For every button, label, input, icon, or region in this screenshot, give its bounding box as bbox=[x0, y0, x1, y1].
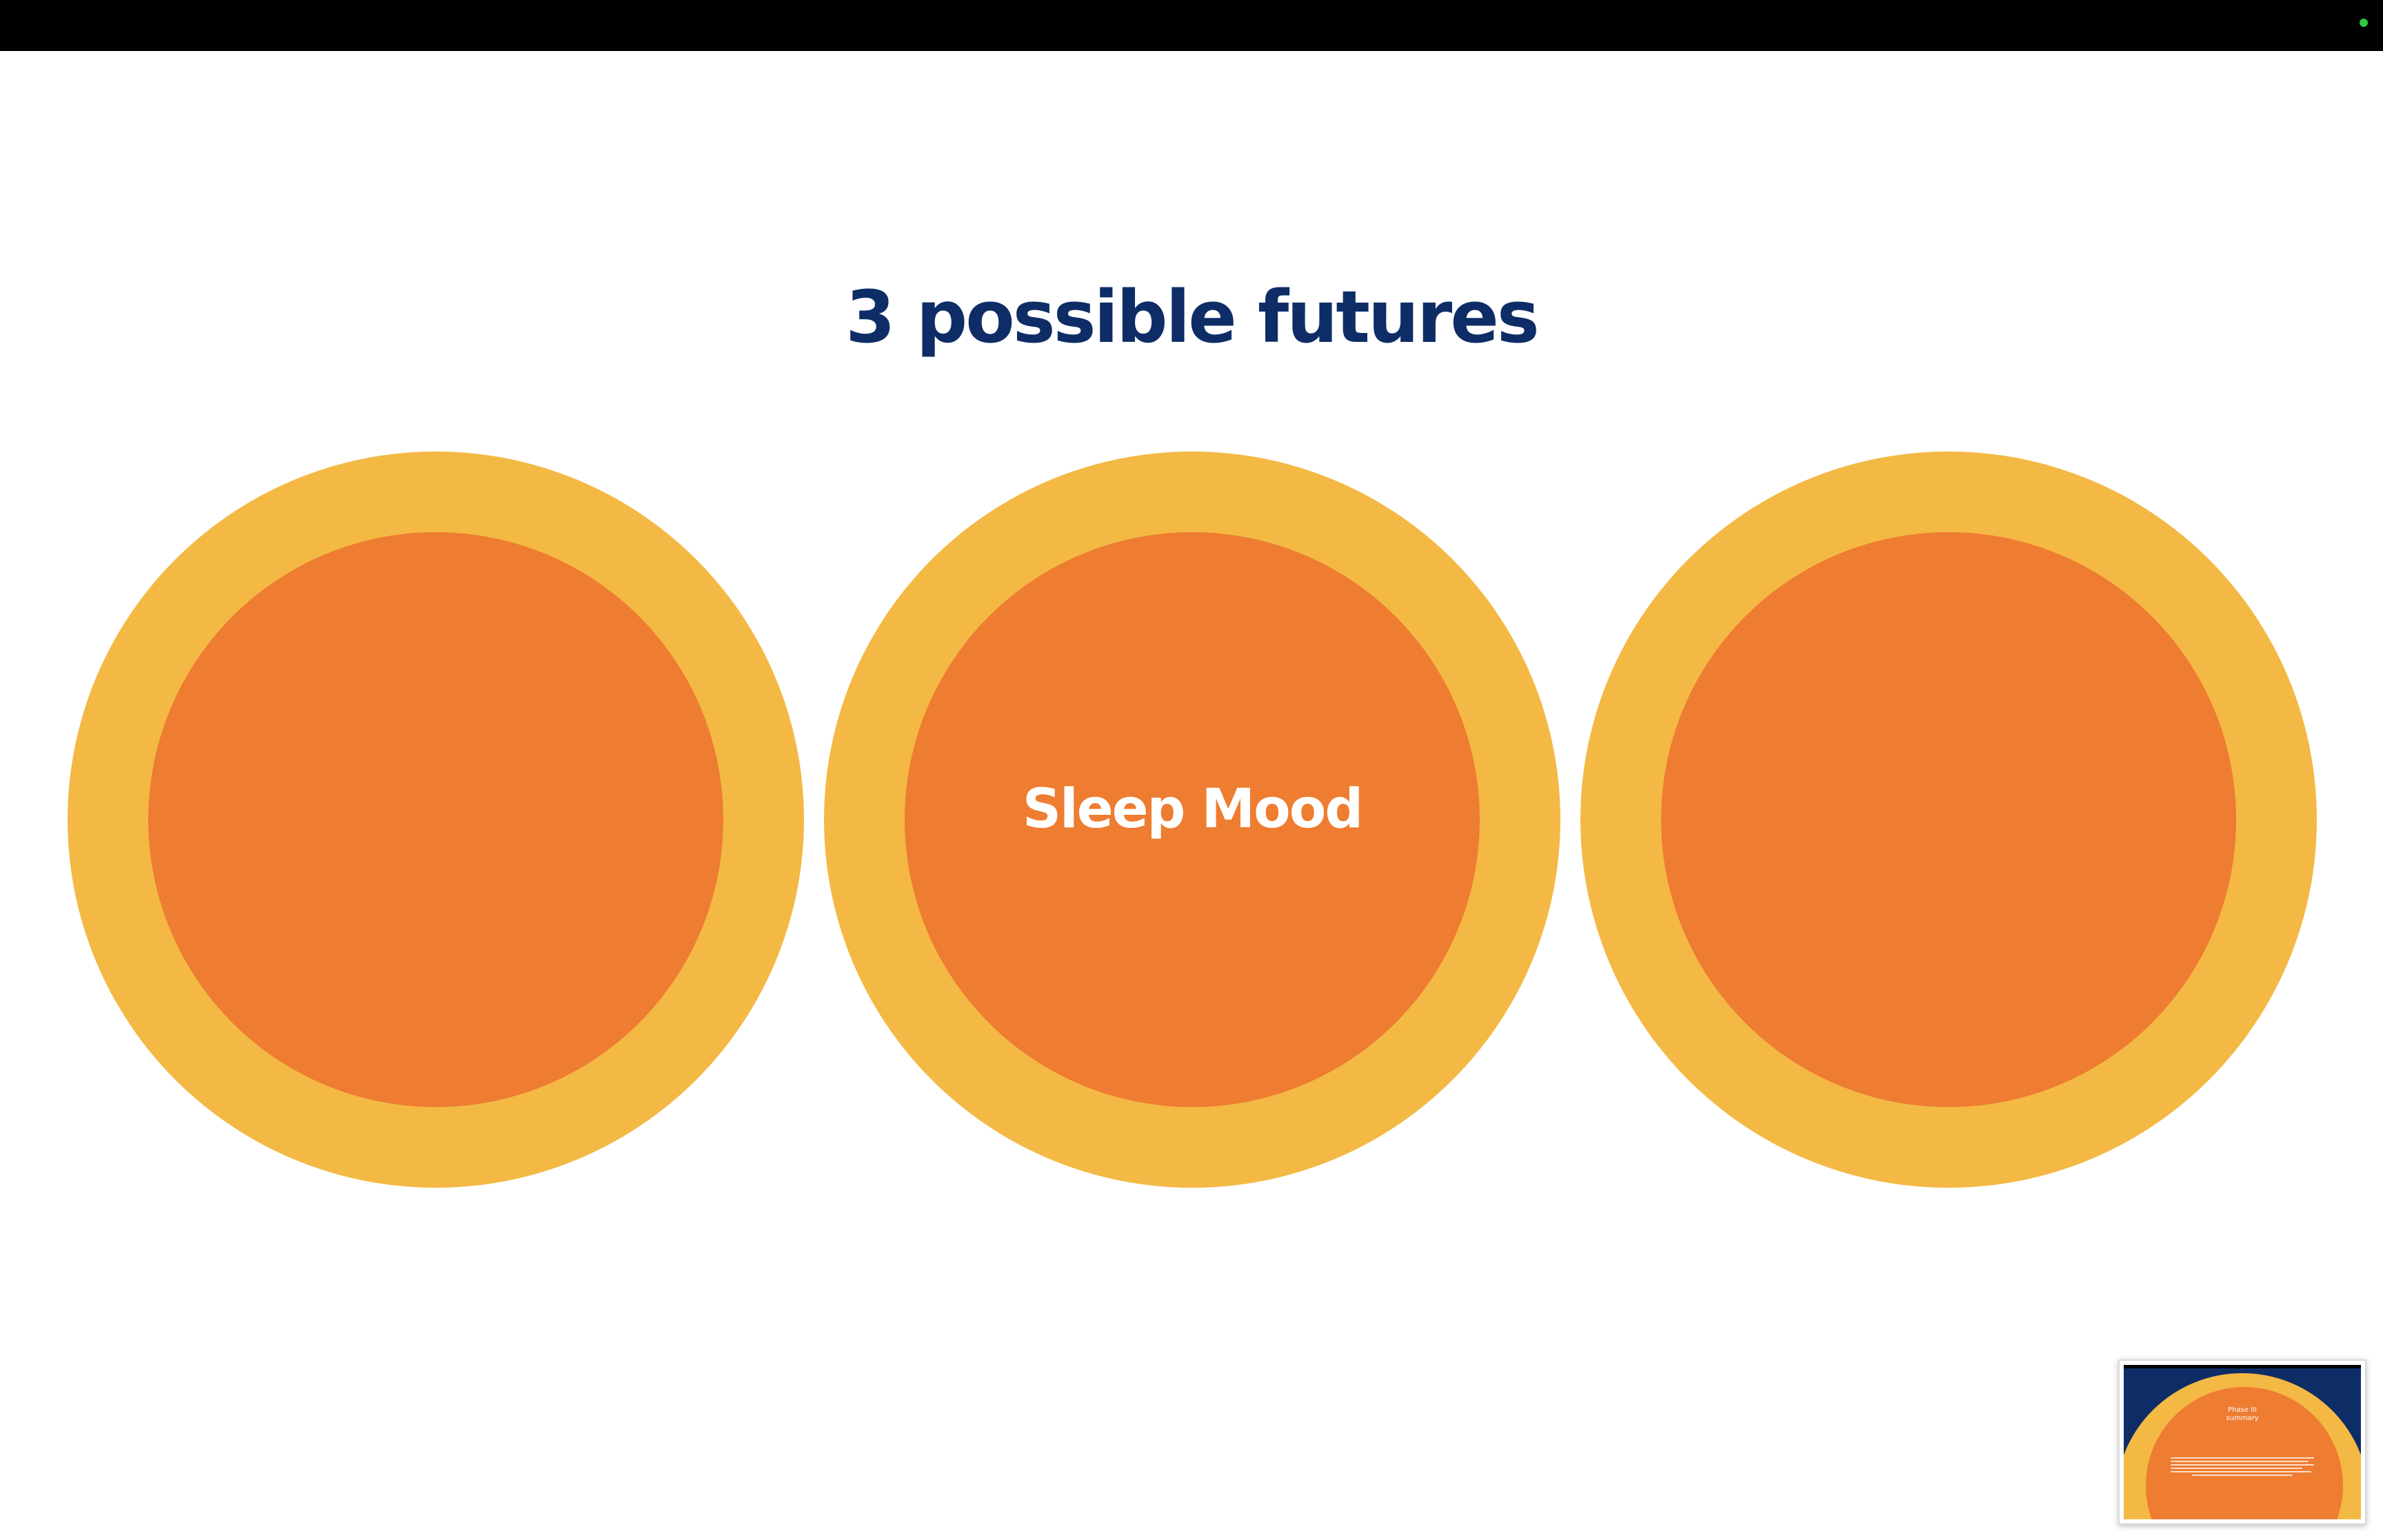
future-circle-2-inner: Sleep Mood bbox=[905, 532, 1480, 1107]
status-indicator-icon bbox=[2360, 19, 2368, 27]
thumbnail-text-line bbox=[2171, 1461, 2309, 1462]
thumbnail-text-line bbox=[2192, 1475, 2293, 1476]
thumbnail-top-strip bbox=[2124, 1365, 2361, 1368]
thumbnail-title-line-1: Phase III bbox=[2228, 1406, 2257, 1414]
thumbnail-title-line-2: summary bbox=[2226, 1415, 2259, 1422]
thumbnail-text-line bbox=[2171, 1468, 2303, 1469]
thumbnail-body-text bbox=[2171, 1457, 2314, 1478]
thumbnail-text-line bbox=[2171, 1457, 2314, 1459]
thumbnail-title: Phase III summary bbox=[2124, 1406, 2361, 1423]
future-circle-1-inner bbox=[148, 532, 723, 1107]
next-slide-thumbnail[interactable]: Phase III summary bbox=[2118, 1359, 2366, 1525]
future-circle-1 bbox=[68, 452, 804, 1188]
slide-title: 3 possible futures bbox=[845, 275, 1540, 359]
thumbnail-text-line bbox=[2171, 1464, 2314, 1466]
future-circle-3 bbox=[1580, 452, 2317, 1188]
thumbnail-preview: Phase III summary bbox=[2124, 1365, 2361, 1519]
top-bar bbox=[0, 0, 2383, 51]
future-circle-2-label: Sleep Mood bbox=[1022, 778, 1363, 840]
thumbnail-text-line bbox=[2171, 1471, 2311, 1472]
future-circle-3-inner bbox=[1661, 532, 2236, 1107]
future-circle-2: Sleep Mood bbox=[824, 452, 1560, 1188]
